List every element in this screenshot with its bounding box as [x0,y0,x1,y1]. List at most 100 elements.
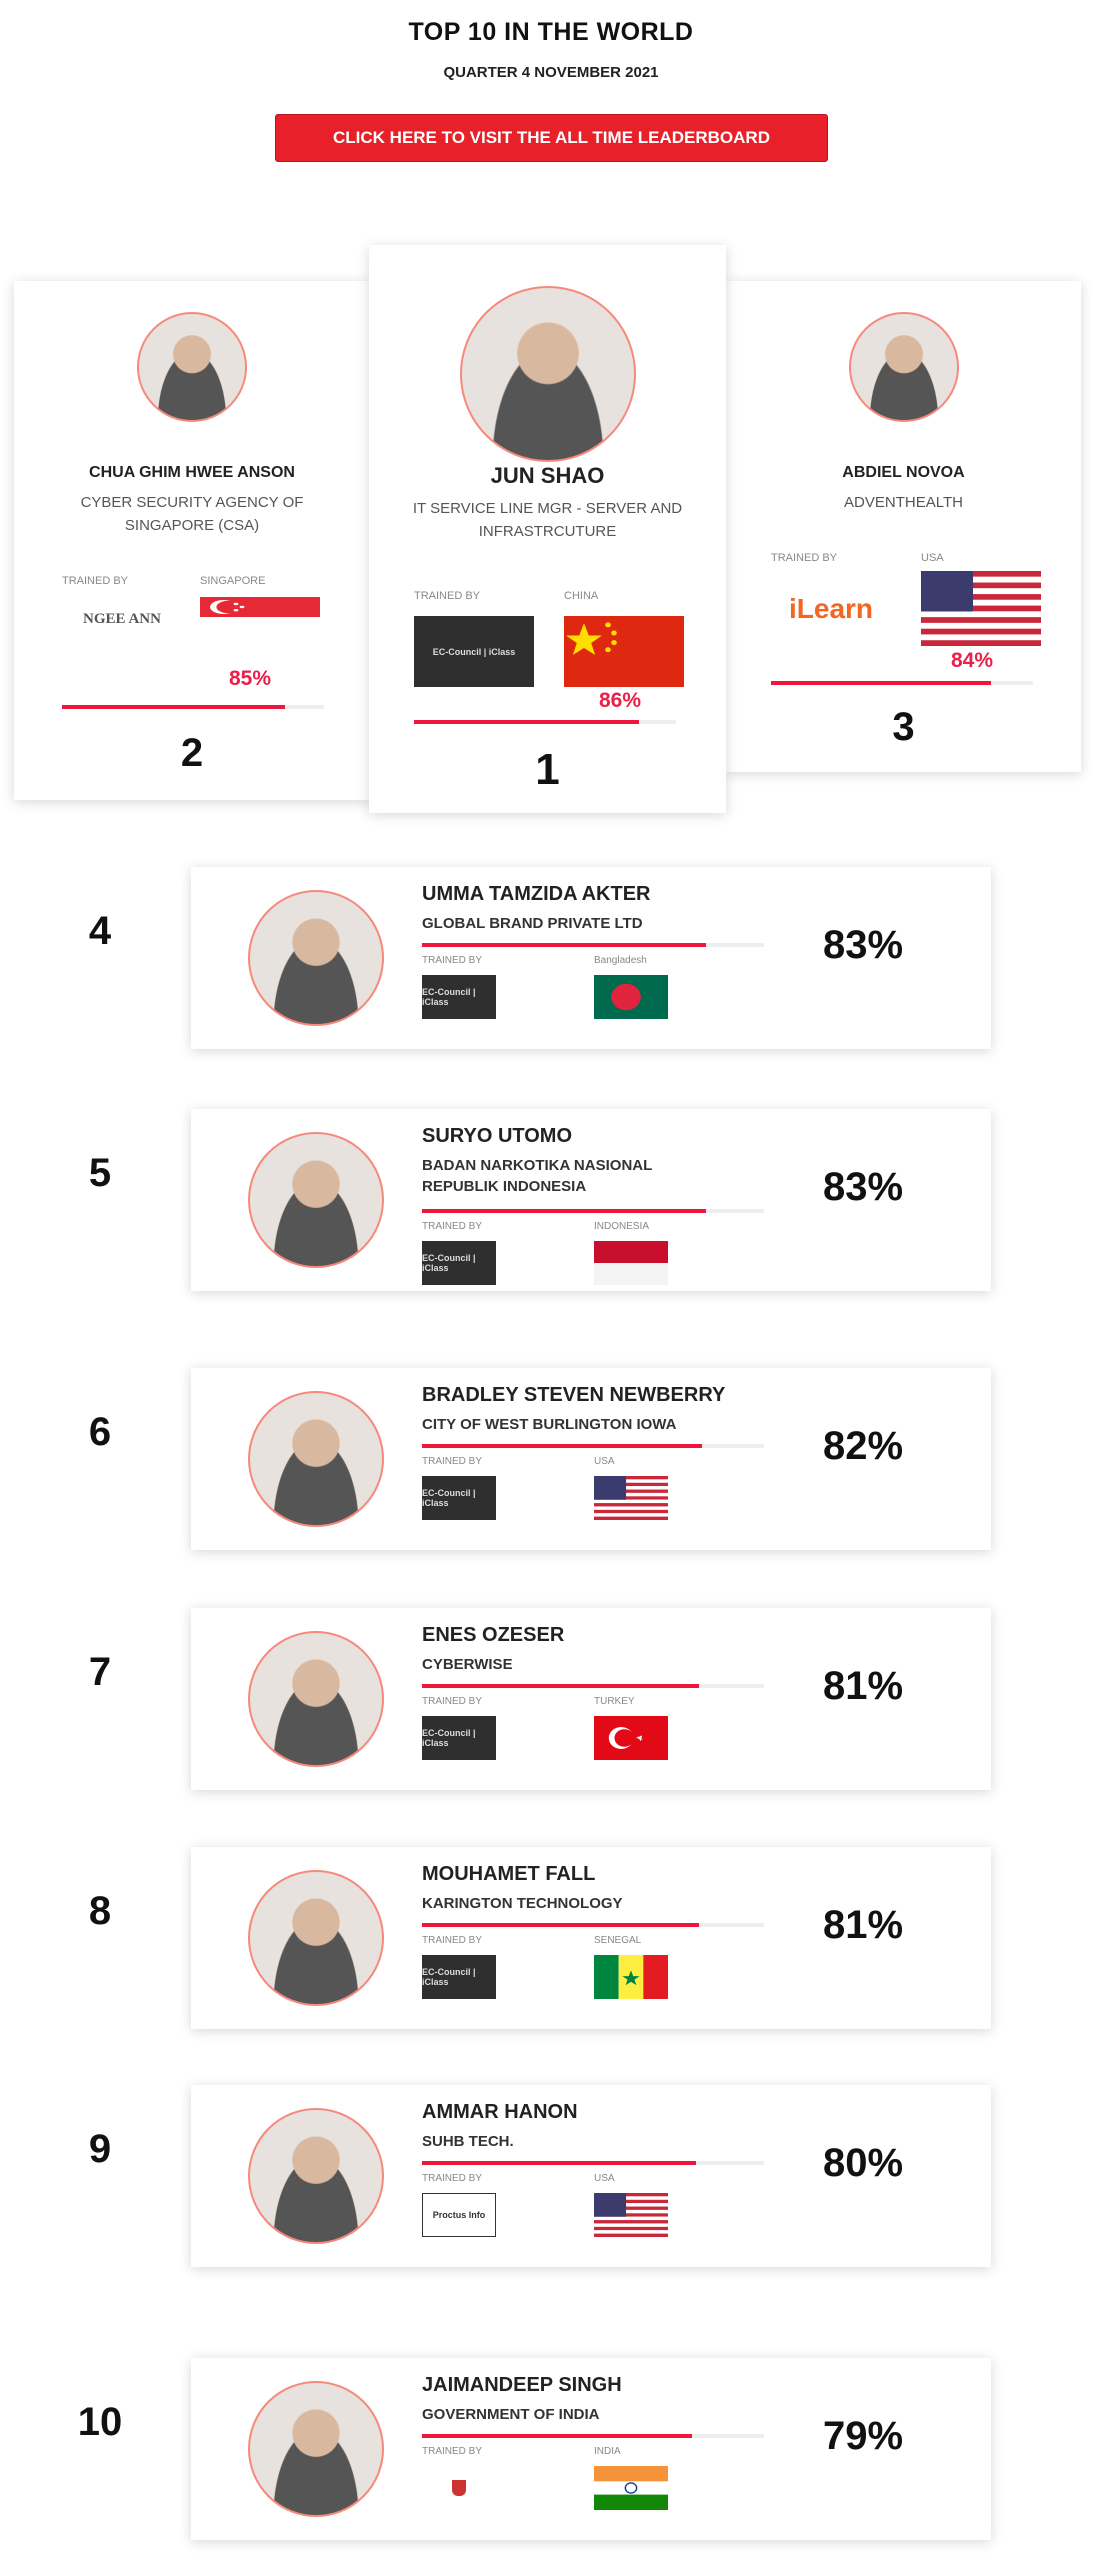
score-percent: 83% [823,1165,904,1209]
participant-organization: SUHB TECH. [422,2133,514,2150]
podium-card-rank-2: CHUA GHIM HWEE ANSON CYBER SECURITY AGEN… [14,281,370,800]
score-bar [422,943,764,947]
rank-number: 5 [88,1151,112,1195]
country-flag-icon [594,1716,668,1760]
trainer-name: EC-Council | iClass [422,1728,476,1748]
score-percent: 82% [823,1424,904,1468]
participant-organization: BADAN NARKOTIKA NASIONAL REPUBLIK INDONE… [422,1157,652,1195]
score-percent: 84% [951,649,994,672]
trainer-logo: EC-Council | iClass [422,1241,496,1285]
country-label: Bangladesh [594,955,647,966]
country-label: TURKEY [594,1696,635,1707]
score-bar-fill [62,705,285,709]
leaderboard-row-rank-8: MOUHAMET FALL KARINGTON TECHNOLOGY TRAIN… [191,1847,991,2029]
trained-by-label: TRAINED BY [422,1456,483,1467]
leaderboard-row-rank-10: JAIMANDEEP SINGH GOVERNMENT OF INDIA TRA… [191,2358,991,2540]
score-percent: 83% [823,923,904,967]
country-label: CHINA [564,590,599,602]
score-bar-fill [422,1444,703,1448]
trainer-name: EC-Council | iClass [422,1253,476,1273]
score-percent: 85% [229,667,272,690]
avatar [248,1391,384,1527]
leaderboard-row-rank-6: BRADLEY STEVEN NEWBERRY CITY OF WEST BUR… [191,1368,991,1550]
rank-number: 10 [77,2400,123,2444]
score-bar-fill [422,1684,700,1688]
score-bar-fill [422,1209,706,1213]
rank-number: 3 [892,705,915,749]
trainer-logo: EC-Council | iClass [422,1716,496,1760]
trainer-logo: iLearn [771,571,891,646]
trainer-name: NGEE ANN [83,610,161,627]
trainer-logo: Proctus Info [422,2193,496,2237]
country-flag-icon [594,2193,668,2237]
country-flag-icon [594,975,668,1019]
avatar [248,1870,384,2006]
rank-number: 7 [88,1650,112,1694]
trainer-name: Proctus Info [432,2210,486,2220]
participant-name: ABDIEL NOVOA [842,464,965,481]
score-bar [62,705,324,709]
trainer-logo: EC-Council | iClass [422,975,496,1019]
participant-organization: ADVENTHEALTH [844,494,963,511]
trainer-logo: EC-Council | iClass [414,616,534,687]
score-bar [422,2434,764,2438]
score-bar-fill [422,2434,693,2438]
trained-by-label: TRAINED BY [422,955,483,966]
avatar [248,890,384,1026]
participant-name: JAIMANDEEP SINGH [422,2374,622,2396]
country-flag-icon [564,616,684,687]
podium-card-rank-3: ABDIEL NOVOA ADVENTHEALTH TRAINED BY USA… [726,281,1081,772]
participant-organization: GLOBAL BRAND PRIVATE LTD [422,915,643,932]
country-label: INDONESIA [594,1221,650,1232]
score-bar [422,1923,764,1927]
score-percent: 79% [823,2414,904,2458]
score-bar-fill [414,720,640,724]
all-time-leaderboard-button[interactable]: CLICK HERE TO VISIT THE ALL TIME LEADERB… [275,114,828,162]
trainer-logo: NGEE ANN [62,599,182,639]
trainer-name: EC-Council | iClass [422,1488,476,1508]
trained-by-label: TRAINED BY [422,1935,483,1946]
score-bar-fill [422,943,706,947]
score-bar-fill [422,1923,700,1927]
country-label: INDIA [594,2446,621,2457]
trained-by-label: TRAINED BY [422,1221,483,1232]
trained-by-label: TRAINED BY [62,575,129,587]
leaderboard-row-rank-9: AMMAR HANON SUHB TECH. TRAINED BY USA Pr… [191,2085,991,2267]
score-percent: 81% [823,1903,904,1947]
avatar [248,2108,384,2244]
page-subtitle: QUARTER 4 NOVEMBER 2021 [443,64,659,81]
score-bar [422,1209,764,1213]
participant-name: BRADLEY STEVEN NEWBERRY [422,1384,726,1406]
participant-name: SURYO UTOMO [422,1125,573,1147]
rank-number: 4 [88,909,112,953]
score-percent: 80% [823,2141,904,2185]
score-bar [771,681,1033,685]
country-flag-icon [594,1476,668,1520]
participant-organization: CITY OF WEST BURLINGTON IOWA [422,1416,677,1433]
participant-organization: CYBER SECURITY AGENCY OF SINGAPORE (CSA) [80,494,304,535]
podium-card-rank-1: JUN SHAO IT SERVICE LINE MGR - SERVER AN… [369,245,726,813]
institute-logo-icon [452,2480,466,2496]
participant-organization: GOVERNMENT OF INDIA [422,2406,600,2423]
country-flag-icon [594,1955,668,1999]
avatar [248,1631,384,1767]
trained-by-label: TRAINED BY [414,590,481,602]
avatar [459,286,636,462]
country-label: SENEGAL [594,1935,642,1946]
avatar [137,312,247,422]
leaderboard-row-rank-5: SURYO UTOMO BADAN NARKOTIKA NASIONAL REP… [191,1109,991,1291]
country-label: USA [594,1456,615,1467]
score-percent: 81% [823,1664,904,1708]
rank-number: 9 [88,2127,112,2171]
score-bar-fill [422,2161,696,2165]
score-bar [422,1444,764,1448]
page-title: TOP 10 IN THE WORLD [408,18,694,46]
leaderboard-row-rank-4: UMMA TAMZIDA AKTER GLOBAL BRAND PRIVATE … [191,867,991,1049]
rank-number: 6 [88,1410,112,1454]
trainer-name: EC-Council | iClass [432,646,516,657]
trained-by-label: TRAINED BY [771,552,838,564]
participant-organization: IT SERVICE LINE MGR - SERVER AND INFRAST… [412,500,683,541]
participant-name: ENES OZESER [422,1624,565,1646]
avatar [248,1132,384,1268]
participant-organization: CYBERWISE [422,1656,513,1673]
